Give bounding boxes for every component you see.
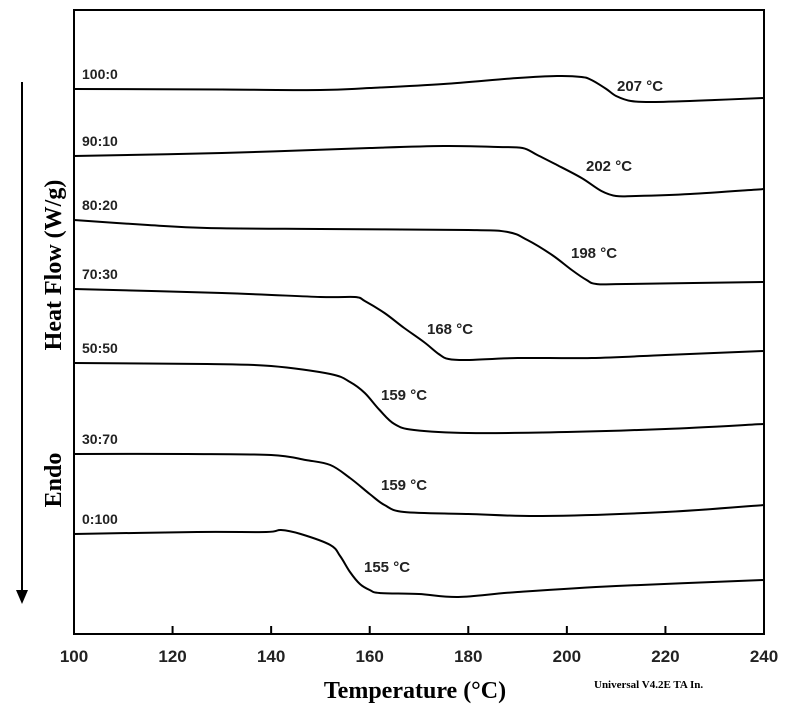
transition-temperature-label: 202 °C bbox=[586, 158, 632, 175]
x-tick-label: 160 bbox=[356, 647, 384, 666]
y-axis-direction-label: Endo bbox=[41, 453, 67, 508]
series-line-70-30 bbox=[73, 288, 765, 362]
series-line-30-70 bbox=[73, 452, 765, 518]
series-label: 30:70 bbox=[82, 431, 118, 447]
series-label: 70:30 bbox=[82, 266, 118, 282]
x-tick-label: 120 bbox=[158, 647, 186, 666]
plot-frame bbox=[73, 9, 765, 635]
series-line-90-10 bbox=[73, 144, 765, 198]
series-line-80-20 bbox=[73, 219, 765, 286]
series-label: 80:20 bbox=[82, 197, 118, 213]
series-line-100-0 bbox=[73, 74, 765, 104]
transition-temperature-label: 198 °C bbox=[571, 245, 617, 262]
x-tick-label: 100 bbox=[60, 647, 88, 666]
instrument-footer: Universal V4.2E TA In. bbox=[594, 679, 703, 691]
endo-arrow-head bbox=[16, 590, 28, 604]
x-tick-label: 180 bbox=[454, 647, 482, 666]
y-axis-title: Heat Flow (W/g) bbox=[41, 180, 67, 351]
series-line-0-100 bbox=[73, 528, 765, 599]
series-label: 100:0 bbox=[82, 66, 118, 82]
series-line-50-50 bbox=[73, 362, 765, 435]
transition-temperature-label: 207 °C bbox=[617, 78, 663, 95]
series-label: 0:100 bbox=[82, 511, 118, 527]
transition-temperature-label: 168 °C bbox=[427, 321, 473, 338]
transition-temperature-label: 159 °C bbox=[381, 477, 427, 494]
transition-temperature-label: 159 °C bbox=[381, 387, 427, 404]
series-label: 50:50 bbox=[82, 340, 118, 356]
x-axis-title: Temperature (°C) bbox=[324, 678, 506, 704]
transition-temperature-label: 155 °C bbox=[364, 559, 410, 576]
series-label: 90:10 bbox=[82, 133, 118, 149]
x-tick-label: 140 bbox=[257, 647, 285, 666]
x-tick-label: 240 bbox=[750, 647, 778, 666]
x-tick-label: 200 bbox=[553, 647, 581, 666]
x-tick-label: 220 bbox=[651, 647, 679, 666]
